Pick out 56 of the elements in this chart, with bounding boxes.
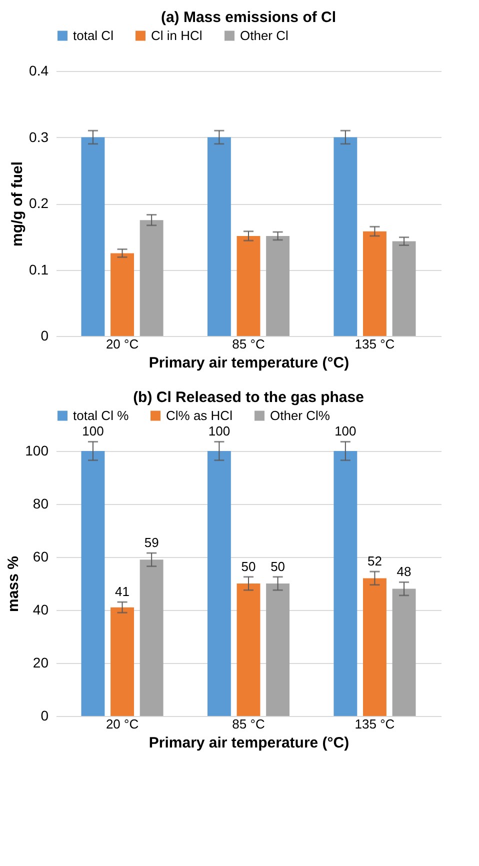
data-label: 41	[115, 584, 130, 600]
data-label: 100	[82, 424, 104, 439]
y-tick-label: 0	[40, 328, 49, 344]
y-axis-title: mg/g of fuel	[9, 162, 26, 246]
data-label: 50	[241, 558, 256, 574]
bar	[266, 584, 290, 716]
x-tick-label: 20 °C	[106, 716, 139, 732]
bar	[140, 560, 164, 716]
data-label: 100	[208, 424, 230, 439]
bar	[81, 451, 105, 716]
bar	[392, 588, 416, 716]
y-tick-label: 0.4	[29, 62, 49, 78]
y-tick-label: 0	[40, 708, 49, 724]
bar	[207, 451, 231, 716]
bar	[363, 231, 386, 336]
legend-label: Other Cl	[240, 28, 289, 43]
data-label: 59	[144, 535, 159, 550]
data-label: 52	[367, 554, 382, 569]
x-axis-title: Primary air temperature (°C)	[148, 354, 350, 372]
y-tick-label: 100	[25, 442, 49, 458]
bar	[236, 236, 260, 336]
y-tick-label: 0.2	[29, 195, 49, 211]
bar	[110, 607, 134, 716]
y-tick-label: 0.1	[29, 261, 49, 278]
y-tick-label: 0.3	[29, 128, 49, 145]
bar	[81, 137, 105, 336]
bar	[140, 220, 164, 336]
legend-label: Other Cl%	[270, 408, 330, 423]
legend-label: total Cl	[73, 28, 114, 43]
bar	[392, 241, 416, 336]
legend-label: Cl% as HCl	[166, 408, 233, 423]
y-tick-label: 20	[32, 654, 49, 670]
bar	[363, 578, 386, 716]
data-label: 48	[396, 564, 412, 580]
x-tick-label: 135 °C	[354, 336, 395, 352]
chart-title: (a) Mass emissions of Cl	[160, 9, 336, 26]
bar	[207, 137, 231, 336]
y-tick-label: 40	[32, 602, 49, 618]
chart-title: (b) Cl Released to the gas phase	[133, 389, 364, 406]
bar	[110, 253, 134, 336]
data-label: 50	[270, 558, 286, 574]
bar	[334, 451, 358, 716]
y-tick-label: 60	[32, 548, 49, 564]
bar	[334, 137, 358, 336]
y-tick-label: 80	[32, 496, 49, 512]
x-tick-label: 85 °C	[232, 336, 265, 352]
legend-label: Cl in HCl	[151, 28, 202, 43]
x-axis-title: Primary air temperature (°C)	[148, 734, 350, 752]
legend-label: total Cl %	[73, 408, 130, 423]
x-tick-label: 135 °C	[354, 716, 395, 732]
x-tick-label: 20 °C	[106, 336, 139, 352]
y-axis-title: mass %	[5, 556, 22, 612]
data-label: 100	[334, 424, 356, 439]
bar	[266, 236, 290, 336]
bar	[236, 584, 260, 716]
x-tick-label: 85 °C	[232, 716, 265, 732]
